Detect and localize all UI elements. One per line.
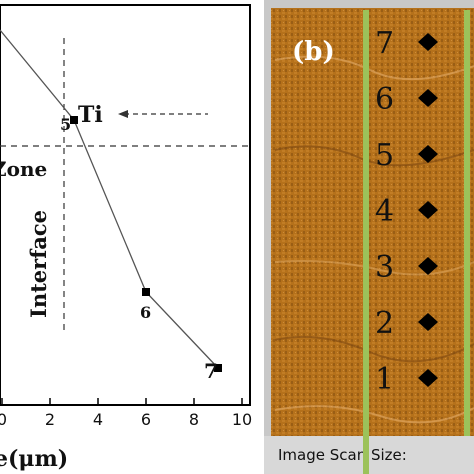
afm-number-3: 3 (375, 250, 394, 285)
data-point-6 (142, 288, 150, 296)
afm-number-6: 6 (375, 82, 394, 117)
afm-markers: 7 6 5 4 3 2 1 (375, 26, 438, 397)
x-tick-label-4: 4 (93, 410, 103, 429)
afm-number-2: 2 (375, 306, 394, 341)
afm-number-7: 7 (375, 26, 394, 61)
scan-line-bottom-left (363, 436, 369, 474)
data-markers: 5 6 7 (60, 115, 222, 383)
afm-texture (274, 55, 474, 424)
scan-line-left (363, 10, 369, 454)
afm-marker-4 (418, 201, 438, 219)
interface-label: Interface (26, 210, 51, 318)
x-tick-label-8: 8 (189, 410, 199, 429)
afm-marker-7 (418, 33, 438, 51)
x-tick-label-6: 6 (141, 410, 151, 429)
data-label-5: 5 (60, 115, 71, 134)
afm-number-5: 5 (375, 138, 394, 173)
data-point-5 (70, 116, 78, 124)
x-axis-ticks: 0 2 4 6 8 10 (0, 398, 252, 429)
ti-arrow-head (118, 110, 128, 118)
x-tick-label-2: 2 (45, 410, 55, 429)
afm-marker-2 (418, 313, 438, 331)
data-label-6: 6 (140, 303, 151, 322)
afm-image (271, 8, 474, 436)
data-point-7 (214, 364, 222, 372)
afm-marker-3 (418, 257, 438, 275)
x-axis-label: e(μm) (0, 446, 68, 472)
panel-a: 5 6 7 0 2 4 6 8 10 Ti Zone Interface e(μm) (0, 4, 252, 472)
afm-marker-5 (418, 145, 438, 163)
afm-marker-1 (418, 369, 438, 387)
x-tick-label-10: 10 (232, 410, 252, 429)
data-label-7: 7 (204, 359, 218, 383)
plot-frame (0, 4, 251, 406)
afm-number-1: 1 (375, 362, 394, 397)
afm-number-4: 4 (375, 194, 394, 229)
panel-b: (b) 7 6 5 4 3 2 1 Image Scan Size: (264, 0, 474, 474)
status-text: Image Scan Size: (278, 446, 407, 464)
panel-b-label: (b) (292, 37, 335, 67)
ti-label: Ti (78, 102, 103, 128)
zone-label: Zone (0, 157, 47, 181)
afm-marker-6 (418, 89, 438, 107)
scan-line-right (464, 10, 470, 454)
series-line (0, 29, 219, 369)
x-tick-label-0: 0 (0, 410, 7, 429)
